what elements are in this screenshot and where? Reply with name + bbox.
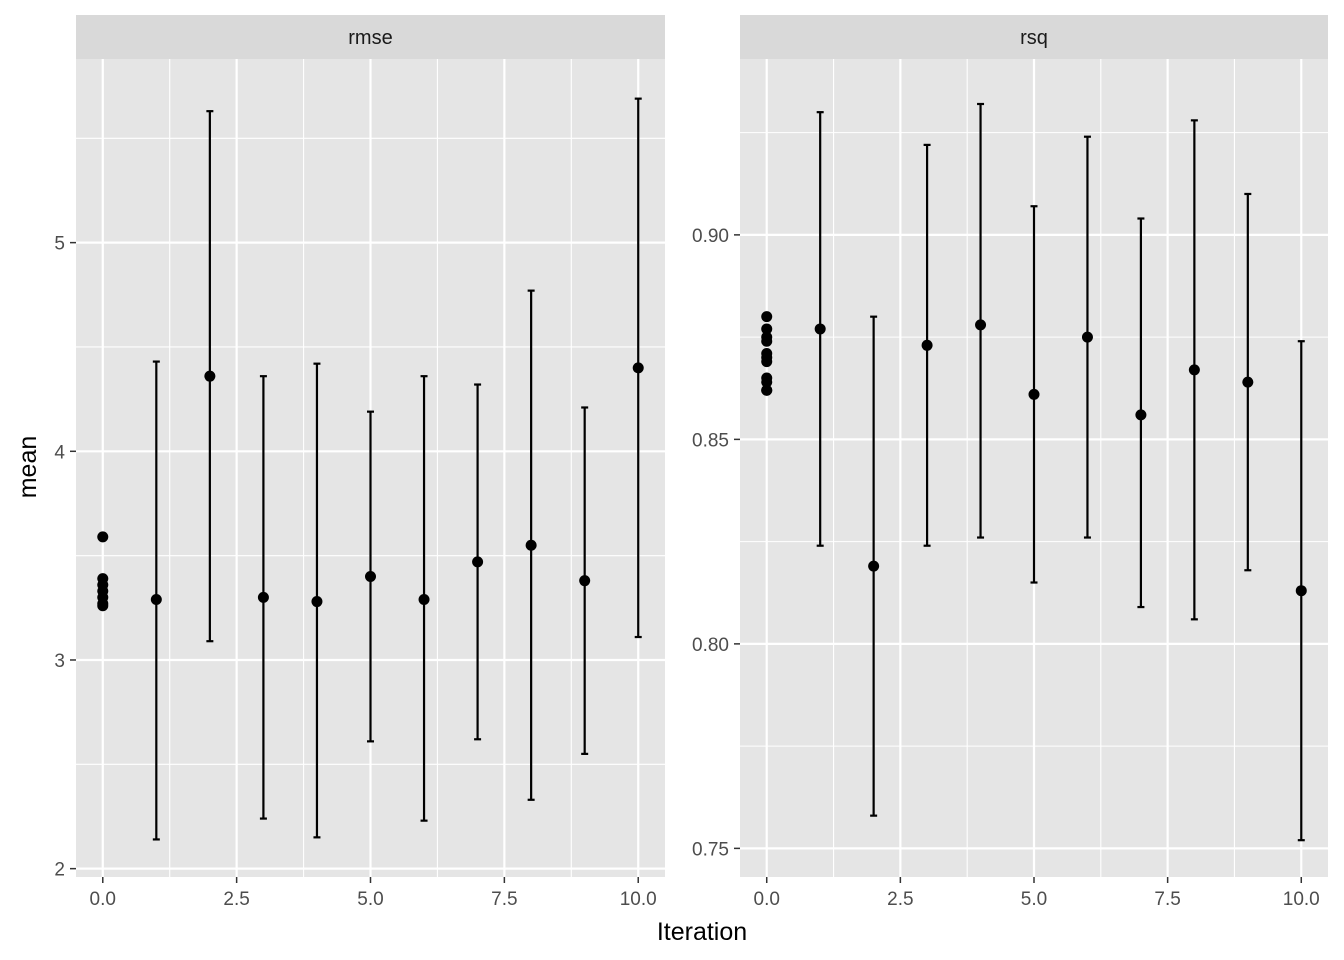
mean-point [525, 539, 537, 551]
mean-point [632, 362, 644, 374]
mean-point [472, 556, 484, 568]
mean-point [365, 571, 376, 583]
x-tick-label: 5.0 [357, 889, 383, 910]
initial-point [97, 600, 109, 612]
x-tick-label: 7.5 [491, 889, 517, 910]
x-tick-label: 10.0 [620, 889, 657, 910]
mean-point [814, 323, 826, 335]
mean-point [1188, 364, 1200, 376]
panel-rmse: rmse 0.0 2.5 5.0 7.5 10.0 2 3 4 5 [54, 15, 665, 910]
mean-point [975, 319, 987, 331]
mean-point [204, 370, 216, 382]
panel-rsq: rsq 0.0 2.5 5.0 7.5 10.0 0.75 0.80 0.85 0.90 [692, 15, 1328, 910]
mean-point [1081, 331, 1093, 343]
mean-point [1295, 585, 1307, 597]
initial-point [761, 376, 773, 388]
initial-point [761, 323, 773, 335]
initial-point [761, 335, 773, 347]
mean-point [257, 591, 269, 603]
y-tick-label: 3 [54, 651, 65, 672]
mean-point [311, 596, 323, 608]
y-tick-label: 0.90 [692, 226, 729, 247]
facet-strip-label: rmse [348, 27, 392, 49]
y-tick-label: 0.75 [692, 839, 729, 860]
x-axis-title: Iteration [657, 918, 747, 946]
y-tick-label: 0.85 [692, 430, 729, 451]
y-tick-label: 0.80 [692, 635, 729, 656]
initial-point [761, 352, 773, 364]
mean-point [921, 339, 933, 351]
facet-strip-label: rsq [1020, 27, 1048, 49]
x-tick-label: 0.0 [90, 889, 116, 910]
initial-point [761, 384, 773, 396]
mean-point [579, 575, 591, 587]
y-tick-label: 5 [54, 234, 65, 255]
x-tick-label: 5.0 [1021, 889, 1047, 910]
mean-point [418, 593, 430, 605]
x-tick-label: 2.5 [223, 889, 249, 910]
x-tick-label: 7.5 [1154, 889, 1180, 910]
facet-strip [76, 15, 665, 59]
mean-point [868, 560, 880, 572]
x-tick-label: 0.0 [754, 889, 780, 910]
y-axis-title: mean [14, 436, 42, 499]
x-tick-label: 2.5 [887, 889, 913, 910]
initial-point [97, 531, 109, 543]
y-tick-label: 4 [54, 442, 65, 463]
facet-strip [740, 15, 1328, 59]
x-tick-label: 10.0 [1283, 889, 1320, 910]
initial-point [761, 311, 773, 323]
mean-point [1135, 409, 1147, 421]
mean-point [1242, 376, 1254, 388]
y-tick-label: 2 [54, 860, 65, 881]
mean-point [1028, 388, 1040, 400]
mean-point [150, 593, 162, 605]
